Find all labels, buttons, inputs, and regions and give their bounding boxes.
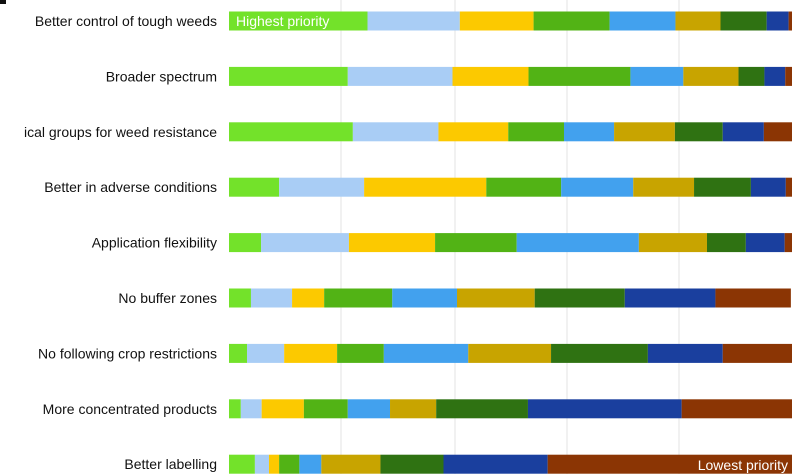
bar-segment-row3-level3 [438, 122, 509, 142]
bar-segment-row1-level5 [609, 11, 676, 31]
bar-segment-row9-level4 [279, 454, 300, 474]
category-labels: Better control of tough weeds Broader spe… [24, 13, 217, 472]
bar-segment-row6-level5 [392, 288, 458, 308]
bar-segment-row6-level9 [715, 288, 791, 308]
bar-segment-row6-level4 [324, 288, 393, 308]
bar-segment-row3-level1 [229, 122, 353, 142]
bar-segments [229, 11, 792, 474]
bar-segment-row5-level2 [261, 233, 349, 253]
bar-segment-row1-level4 [533, 11, 610, 31]
bar-segment-row6-level2 [250, 288, 293, 308]
bar-segment-row7-level2 [247, 343, 285, 363]
bar-segment-row1-level3 [459, 11, 534, 31]
bar-segment-row4-level5 [561, 177, 634, 197]
bar-segment-row1-level2 [367, 11, 460, 31]
bar-segment-row9-level1 [229, 454, 255, 474]
bar-segment-row9-level5 [299, 454, 322, 474]
category-label: Better labelling [124, 456, 217, 472]
bar-segment-row4-level1 [229, 177, 280, 197]
bar-segment-row7-level5 [383, 343, 469, 363]
bar-segment-row2-level3 [452, 66, 529, 86]
bar-segment-row7-level1 [229, 343, 248, 363]
highest-priority-annotation: Highest priority [236, 13, 329, 29]
bar-segment-row8-level5 [347, 399, 391, 419]
bar-segment-row4-level8 [750, 177, 786, 197]
bar-segment-row2-level7 [738, 66, 765, 86]
bar-segment-row7-level6 [468, 343, 552, 363]
bar-segment-row9-level9 [547, 454, 792, 474]
bar-segment-row2-level2 [347, 66, 453, 86]
category-label: More concentrated products [43, 401, 217, 417]
bar-segment-row9-level7 [380, 454, 444, 474]
bar-segment-row7-level7 [551, 343, 648, 363]
category-label: Broader spectrum [106, 68, 217, 84]
bar-segment-row8-level6 [390, 399, 437, 419]
bar-segment-row2-level9 [785, 66, 792, 86]
bar-segment-row5-level7 [706, 233, 746, 253]
bar-segment-row8-level9 [681, 399, 792, 419]
bar-segment-row7-level8 [647, 343, 723, 363]
bar-segment-row8-level2 [240, 399, 262, 419]
bar-segment-row5-level8 [745, 233, 785, 253]
bar-segment-row4-level3 [364, 177, 487, 197]
bar-segment-row5-level3 [348, 233, 436, 253]
bar-segment-row1-level9 [788, 11, 792, 31]
bar-segment-row8-level3 [261, 399, 304, 419]
bar-segment-row8-level1 [229, 399, 241, 419]
bar-segment-row3-level5 [563, 122, 615, 142]
bar-segment-row9-level2 [254, 454, 269, 474]
bar-segment-row5-level5 [516, 233, 639, 253]
bar-segment-row3-level2 [352, 122, 439, 142]
bar-segment-row2-level8 [764, 66, 786, 86]
bar-segment-row9-level3 [268, 454, 280, 474]
bar-segment-row6-level7 [534, 288, 625, 308]
bar-segment-row9-level6 [321, 454, 381, 474]
bar-segment-row2-level4 [528, 66, 631, 86]
category-label: No following crop restrictions [38, 345, 217, 361]
bar-segment-row1-level7 [720, 11, 767, 31]
bar-segment-row3-level6 [614, 122, 675, 142]
bar-segment-row6-level8 [624, 288, 716, 308]
bar-segment-row1-level6 [675, 11, 721, 31]
category-label: Application flexibility [92, 235, 217, 251]
bar-segment-row7-level3 [284, 343, 338, 363]
category-label: Better in adverse conditions [44, 179, 217, 195]
category-label: No buffer zones [118, 290, 217, 306]
panel-corner-mark [0, 0, 6, 4]
category-label: ical groups for weed resistance [24, 124, 217, 140]
bar-segment-row5-level6 [638, 233, 707, 253]
bar-segment-row3-level7 [674, 122, 723, 142]
bar-segment-row5-level1 [229, 233, 262, 253]
bar-segment-row8-level8 [527, 399, 682, 419]
bar-segment-row7-level4 [337, 343, 384, 363]
category-label: Better control of tough weeds [35, 13, 217, 29]
bar-segment-row4-level6 [633, 177, 695, 197]
bar-segment-row6-level6 [457, 288, 535, 308]
bar-segment-row3-level9 [763, 122, 792, 142]
bar-segment-row4-level2 [279, 177, 365, 197]
bar-segment-row6-level1 [229, 288, 251, 308]
bar-segment-row2-level6 [683, 66, 739, 86]
bar-segment-row5-level4 [435, 233, 517, 253]
bar-segment-row1-level1 [229, 11, 368, 31]
bar-segment-row9-level8 [443, 454, 548, 474]
lowest-priority-annotation: Lowest priority [698, 457, 788, 473]
bar-segment-row8-level7 [436, 399, 528, 419]
bar-segment-row3-level4 [508, 122, 564, 142]
bar-segment-row2-level1 [229, 66, 348, 86]
bar-segment-row3-level8 [722, 122, 764, 142]
bar-segment-row5-level9 [784, 233, 792, 253]
bar-segment-row8-level4 [303, 399, 348, 419]
bar-segment-row1-level8 [766, 11, 789, 31]
bar-segment-row4-level7 [694, 177, 751, 197]
bar-segment-row2-level5 [630, 66, 684, 86]
bar-segment-row4-level9 [785, 177, 792, 197]
bar-segment-row7-level9 [722, 343, 792, 363]
bar-segment-row6-level3 [292, 288, 325, 308]
bar-segment-row4-level4 [486, 177, 562, 197]
